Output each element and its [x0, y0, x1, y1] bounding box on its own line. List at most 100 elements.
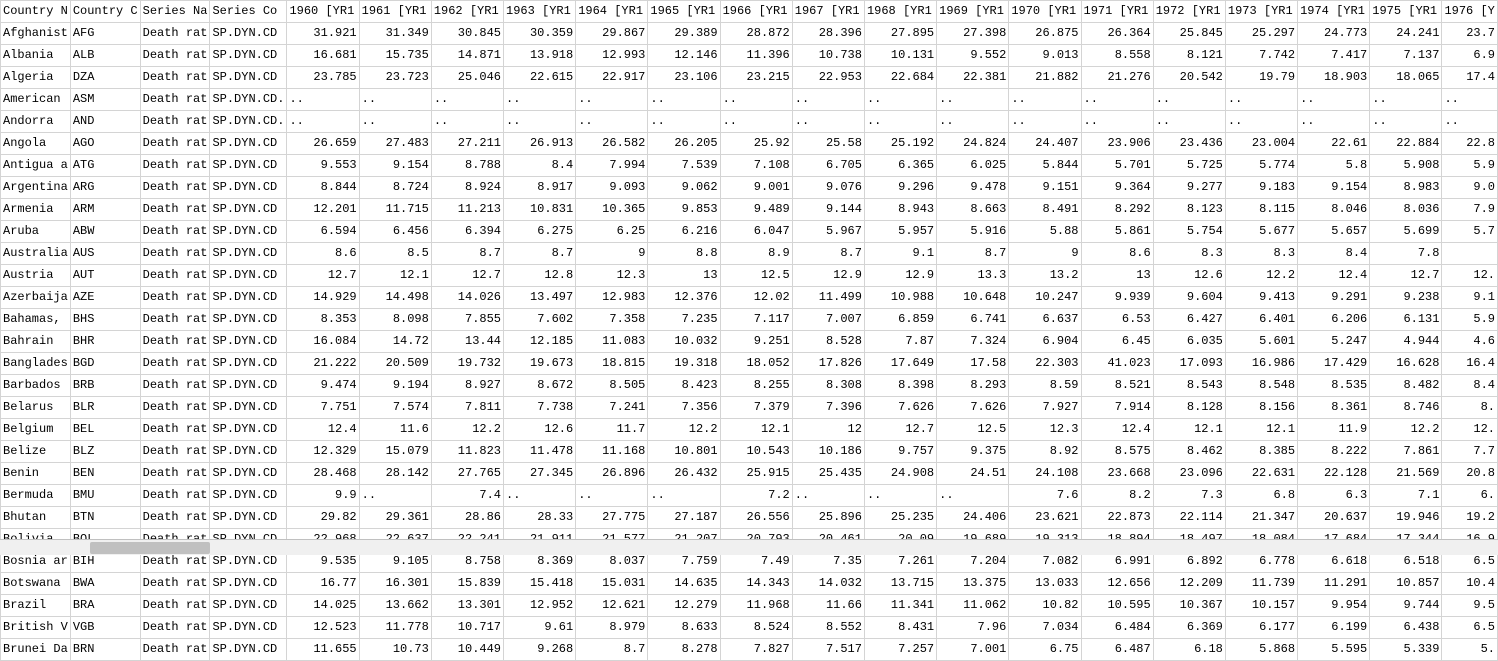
cell-country-name[interactable]: Benin: [1, 463, 71, 485]
cell-value[interactable]: 26.556: [720, 507, 792, 529]
cell-value[interactable]: 12.3: [576, 265, 648, 287]
cell-value[interactable]: ..: [1153, 89, 1225, 111]
cell-value[interactable]: 31.921: [287, 23, 359, 45]
cell-value[interactable]: 11.7: [576, 419, 648, 441]
cell-value[interactable]: 9.954: [1298, 595, 1370, 617]
column-header[interactable]: 1971 [YR1: [1081, 1, 1153, 23]
cell-value[interactable]: 12.2: [648, 419, 720, 441]
cell-value[interactable]: 12.6: [1153, 265, 1225, 287]
cell-value[interactable]: 7.742: [1225, 45, 1297, 67]
cell-value[interactable]: ..: [1009, 111, 1081, 133]
cell-value[interactable]: 10.543: [720, 441, 792, 463]
cell-value[interactable]: 12.02: [720, 287, 792, 309]
cell-value[interactable]: ..: [1225, 111, 1297, 133]
cell-value[interactable]: ..: [1442, 89, 1498, 111]
cell-value[interactable]: 6.45: [1081, 331, 1153, 353]
cell-value[interactable]: 13.44: [431, 331, 503, 353]
table-row[interactable]: BarbadosBRBDeath ratSP.DYN.CD9.4749.1948…: [1, 375, 1498, 397]
cell-value[interactable]: 17.429: [1298, 353, 1370, 375]
cell-value[interactable]: 13.033: [1009, 573, 1081, 595]
table-row[interactable]: ArmeniaARMDeath ratSP.DYN.CD12.20111.715…: [1, 199, 1498, 221]
cell-value[interactable]: 7.574: [359, 397, 431, 419]
cell-value[interactable]: 9: [576, 243, 648, 265]
cell-country-name[interactable]: Belize: [1, 441, 71, 463]
cell-value[interactable]: 8.3: [1153, 243, 1225, 265]
table-row[interactable]: AndorraANDDeath ratSP.DYN.CD............…: [1, 111, 1498, 133]
cell-value[interactable]: 16.681: [287, 45, 359, 67]
cell-value[interactable]: 7.9: [1442, 199, 1498, 221]
cell-value[interactable]: 10.157: [1225, 595, 1297, 617]
cell-value[interactable]: 12.7: [287, 265, 359, 287]
cell-value[interactable]: 18.052: [720, 353, 792, 375]
cell-value[interactable]: 28.872: [720, 23, 792, 45]
cell-value[interactable]: 16.084: [287, 331, 359, 353]
cell-value[interactable]: 8.558: [1081, 45, 1153, 67]
cell-value[interactable]: 17.093: [1153, 353, 1225, 375]
cell-value[interactable]: 29.389: [648, 23, 720, 45]
cell-value[interactable]: 8.543: [1153, 375, 1225, 397]
cell-value[interactable]: 13.2: [1009, 265, 1081, 287]
cell-value[interactable]: 25.235: [864, 507, 936, 529]
cell-country-name[interactable]: Armenia: [1, 199, 71, 221]
column-header[interactable]: 1964 [YR1: [576, 1, 648, 23]
cell-value[interactable]: 9.553: [287, 155, 359, 177]
cell-value[interactable]: 6.206: [1298, 309, 1370, 331]
cell-value[interactable]: 7.811: [431, 397, 503, 419]
cell-value[interactable]: 26.364: [1081, 23, 1153, 45]
cell-value[interactable]: 12: [792, 419, 864, 441]
cell-value[interactable]: 16.4: [1442, 353, 1498, 375]
cell-value[interactable]: 7.914: [1081, 397, 1153, 419]
cell-value[interactable]: 8.663: [937, 199, 1009, 221]
cell-value[interactable]: 7.241: [576, 397, 648, 419]
cell-series-name[interactable]: Death rat: [140, 441, 210, 463]
cell-country-name[interactable]: Australia: [1, 243, 71, 265]
cell-value[interactable]: 11.66: [792, 595, 864, 617]
cell-value[interactable]: 12.2: [1225, 265, 1297, 287]
cell-value[interactable]: 8.156: [1225, 397, 1297, 419]
cell-country-name[interactable]: Albania: [1, 45, 71, 67]
cell-value[interactable]: 9.0: [1442, 177, 1498, 199]
cell-series-code[interactable]: SP.DYN.CD: [210, 177, 287, 199]
cell-value[interactable]: 8.548: [1225, 375, 1297, 397]
cell-value[interactable]: ..: [792, 89, 864, 111]
cell-value[interactable]: 5.699: [1370, 221, 1442, 243]
cell-value[interactable]: 22.303: [1009, 353, 1081, 375]
cell-value[interactable]: 20.509: [359, 353, 431, 375]
cell-value[interactable]: 23.668: [1081, 463, 1153, 485]
cell-value[interactable]: 27.211: [431, 133, 503, 155]
column-header[interactable]: Country C: [70, 1, 140, 23]
cell-series-code[interactable]: SP.DYN.CD: [210, 617, 287, 639]
cell-series-name[interactable]: Death rat: [140, 617, 210, 639]
cell-value[interactable]: 7.855: [431, 309, 503, 331]
cell-value[interactable]: 8.353: [287, 309, 359, 331]
cell-value[interactable]: 7.3: [1153, 485, 1225, 507]
cell-value[interactable]: 22.61: [1298, 133, 1370, 155]
cell-value[interactable]: 8.8: [648, 243, 720, 265]
cell-country-code[interactable]: VGB: [70, 617, 140, 639]
cell-series-name[interactable]: Death rat: [140, 111, 210, 133]
cell-value[interactable]: 5.916: [937, 221, 1009, 243]
cell-value[interactable]: 5.774: [1225, 155, 1297, 177]
cell-value[interactable]: 8.7: [504, 243, 576, 265]
column-header[interactable]: 1970 [YR1: [1009, 1, 1081, 23]
cell-value[interactable]: 12.209: [1153, 573, 1225, 595]
cell-value[interactable]: 11.478: [504, 441, 576, 463]
cell-series-name[interactable]: Death rat: [140, 177, 210, 199]
cell-value[interactable]: 11.778: [359, 617, 431, 639]
cell-value[interactable]: 17.58: [937, 353, 1009, 375]
cell-value[interactable]: ..: [504, 89, 576, 111]
column-header[interactable]: Series Co: [210, 1, 287, 23]
cell-value[interactable]: 5.: [1442, 639, 1498, 661]
cell-series-code[interactable]: SP.DYN.CD: [210, 507, 287, 529]
table-row[interactable]: BelarusBLRDeath ratSP.DYN.CD7.7517.5747.…: [1, 397, 1498, 419]
cell-series-name[interactable]: Death rat: [140, 595, 210, 617]
cell-value[interactable]: 25.046: [431, 67, 503, 89]
cell-value[interactable]: 22.381: [937, 67, 1009, 89]
cell-value[interactable]: 10.857: [1370, 573, 1442, 595]
cell-value[interactable]: 30.845: [431, 23, 503, 45]
cell-value[interactable]: 6.131: [1370, 309, 1442, 331]
cell-value[interactable]: 23.723: [359, 67, 431, 89]
cell-value[interactable]: 24.407: [1009, 133, 1081, 155]
cell-value[interactable]: 6.438: [1370, 617, 1442, 639]
cell-value[interactable]: 13.3: [937, 265, 1009, 287]
